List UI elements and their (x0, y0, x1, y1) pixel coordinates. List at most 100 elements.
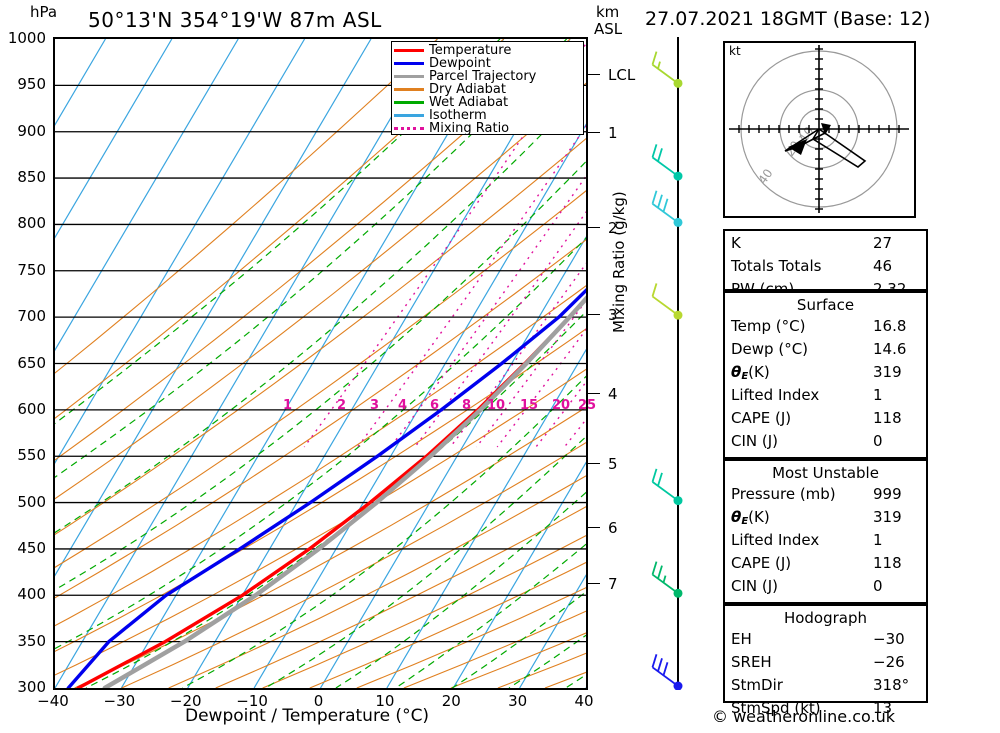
km-tick-mark (588, 227, 600, 229)
mixing-ratio-value-label: 3 (370, 398, 380, 413)
mixing-ratio-value-label: 15 (520, 398, 539, 413)
surface-panel: Surface Temp (°C) 16.8 Dewp (°C) 14.6 θE… (723, 291, 928, 459)
legend-swatch (394, 88, 424, 91)
sounding-curves (66, 288, 586, 688)
mu-li-value: 1 (873, 531, 883, 549)
wind-barb-half (657, 61, 661, 69)
km-tick-mark (588, 314, 600, 316)
wind-barb (651, 190, 683, 227)
surface-row-thetae: θE(K) 319 (725, 360, 926, 383)
dry-adiabat-line (55, 368, 586, 676)
wind-barb-staff (651, 481, 679, 502)
surface-row-temp: Temp (°C) 16.8 (725, 314, 926, 337)
temperature-tick-label: −10 (236, 692, 268, 710)
pressure-tick-label: 400 (17, 585, 46, 604)
hodo-row-eh: EH −30 (725, 627, 926, 650)
wind-barb-full (657, 472, 663, 487)
hodograph-plot: kt 102040 (723, 41, 916, 218)
surface-heading: Surface (796, 296, 855, 314)
lcl-label: LCL (608, 66, 636, 85)
temperature-tick-label: −40 (37, 692, 69, 710)
skewt-canvas (55, 39, 586, 688)
wind-barb-half (662, 575, 667, 583)
lcl-tick-mark (588, 74, 600, 76)
datetime-header: 27.07.2021 18GMT (Base: 12) (645, 8, 931, 30)
wind-barb-full (651, 654, 658, 668)
pressure-tick-label: 300 (17, 678, 46, 696)
hodograph-canvas: 102040 (729, 45, 909, 213)
legend-swatch (394, 101, 424, 104)
km-tick-label: 1 (608, 123, 618, 142)
mixing-ratio-lines (303, 42, 586, 448)
pressure-tick-label: 350 (17, 631, 46, 650)
surface-row-cape: CAPE (J) 118 (725, 406, 926, 429)
pressure-tick-label: 900 (17, 121, 46, 140)
pressure-tick-label: 500 (17, 492, 46, 511)
wind-barb-full (657, 194, 663, 208)
theta-unit: (K) (748, 508, 770, 526)
pressure-tick-label: 850 (17, 168, 46, 187)
temperature-tick-label: 30 (508, 692, 528, 710)
wind-barb-staff (651, 63, 679, 85)
pressure-tick-label: 550 (17, 446, 46, 465)
legend-item: Temperature (394, 44, 583, 57)
pressure-tick-label: 650 (17, 353, 46, 372)
wind-barb (651, 51, 683, 88)
mu-pressure-value: 999 (873, 485, 902, 503)
mixing-ratio-axis-label: Mixing Ratio (g/kg) (610, 191, 628, 333)
x-axis-label: Dewpoint / Temperature (°C) (185, 706, 430, 726)
km-tick-label: 7 (608, 575, 618, 594)
legend-label: Parcel Trajectory (429, 69, 537, 84)
mu-row-cape: CAPE (J) 118 (725, 551, 926, 574)
hodograph-unit-label: kt (729, 44, 741, 58)
isotherm-line (519, 574, 586, 688)
surface-thetae-label: θE(K) (731, 363, 770, 382)
surface-cape-label: CAPE (J) (731, 409, 792, 427)
stmdir-value: 318° (873, 676, 910, 694)
legend-label: Wet Adiabat (429, 95, 509, 110)
mixing-ratio-value-label: 8 (462, 398, 472, 413)
temperature-tick-label: 0 (313, 692, 324, 710)
hodo-row-stmspd: StmSpd (kt) 13 (725, 696, 926, 719)
height-unit-label: km (596, 3, 620, 21)
mu-row-thetae: θE(K) 319 (725, 505, 926, 528)
hodograph-arrowhead-2 (821, 123, 831, 135)
wind-barb-staff (651, 573, 679, 595)
surface-li-label: Lifted Index (731, 386, 820, 404)
wet-adiabat-line (182, 375, 586, 688)
hodo-row-stmdir: StmDir 318° (725, 673, 926, 696)
legend-swatch (394, 49, 424, 52)
mu-cape-label: CAPE (J) (731, 554, 792, 572)
isotherm-line (452, 461, 586, 688)
legend-swatch (394, 75, 424, 78)
wind-barb-column (651, 37, 683, 690)
wind-barb-full (657, 565, 663, 579)
mu-row-pressure: Pressure (mb) 999 (725, 482, 926, 505)
mu-row-li: Lifted Index 1 (725, 528, 926, 551)
sreh-label: SREH (731, 653, 772, 671)
hodograph-storm-vector (811, 127, 867, 168)
stmspd-label: StmSpd (kt) (731, 699, 821, 717)
wind-barb-full (662, 662, 669, 676)
pressure-gridlines (55, 84, 586, 643)
dry-adiabat-line (121, 442, 586, 688)
index-row-totals: Totals Totals 46 (725, 254, 926, 277)
mixing-ratio-value-label: 4 (398, 398, 408, 413)
sreh-value: −26 (873, 653, 905, 671)
legend: Temperature Dewpoint Parcel Trajectory Dry … (391, 41, 584, 135)
km-tick-mark (588, 393, 600, 395)
legend-item: Wet Adiabat (394, 96, 583, 109)
mu-thetae-value: 319 (873, 508, 902, 526)
km-tick-mark (588, 526, 600, 528)
wind-barb-staff (651, 203, 679, 224)
km-tick-mark (588, 583, 600, 585)
km-tick-mark (588, 131, 600, 133)
surface-cape-value: 118 (873, 409, 902, 427)
wind-barb-staff (651, 666, 679, 687)
legend-swatch (394, 62, 424, 65)
hodograph-arrowhead (788, 139, 807, 155)
wind-barb-full (651, 561, 658, 575)
legend-item: Parcel Trajectory (394, 70, 583, 83)
most-unstable-heading: Most Unstable (772, 464, 879, 482)
wind-barb-full (651, 190, 658, 204)
